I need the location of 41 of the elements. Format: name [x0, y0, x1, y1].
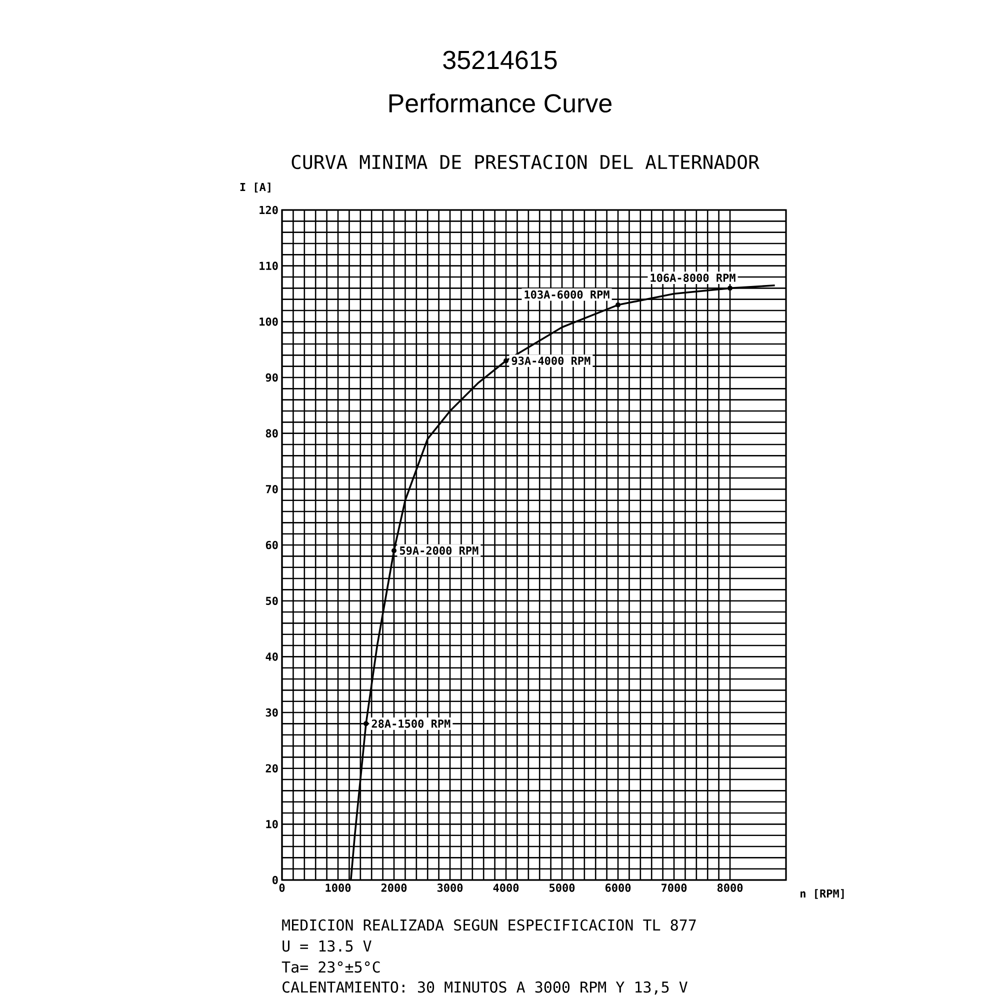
y-tick-label: 60 [266, 540, 278, 550]
annotation: 93A-4000 RPM [512, 356, 590, 365]
point [504, 358, 509, 364]
x-tick-label: 1000 [326, 884, 351, 892]
x-tick-label: 4000 [493, 884, 519, 892]
x-tick-label: 0 [279, 884, 285, 892]
y-tick-label: 50 [266, 596, 278, 605]
y-tick-label: 20 [266, 764, 278, 773]
x-tick-label: 5000 [550, 884, 575, 892]
point [616, 302, 621, 308]
annotation: 103A-6000 RPM [524, 290, 610, 299]
y-tick-label: 40 [266, 652, 278, 661]
y-tick-label: 120 [260, 206, 278, 214]
x-tick-label: 7000 [661, 884, 687, 892]
text: CURVA MINIMA DE PRESTACION DEL ALTERNADOR [292, 154, 760, 170]
y-tick-label: 70 [266, 485, 278, 494]
y-tick-label: 30 [266, 708, 278, 717]
annotation: 59A-2000 RPM [400, 546, 478, 555]
y-tick-label: 80 [266, 429, 278, 438]
text: MEDICION REALIZADA SEGUN ESPECIFICACION TL 877 [282, 919, 696, 931]
text: CALENTAMIENTO: 30 MINUTOS A 3000 RPM Y 13,5 V [282, 981, 688, 995]
x-tick-label: 3000 [437, 884, 463, 892]
chart-subtitle: Performance Curve [389, 93, 612, 113]
y-tick-label: 0 [272, 876, 278, 884]
y-axis-title: I [A] [240, 182, 270, 192]
y-tick-label: 10 [266, 820, 278, 828]
y-tick-label: 110 [260, 262, 278, 270]
chart-title: 35214615 [443, 50, 557, 70]
x-tick-label: 6000 [605, 884, 631, 892]
point [364, 721, 369, 726]
y-tick-label: 90 [266, 373, 278, 382]
annotation: 106A-8000 RPM [650, 274, 736, 282]
x-tick-label: 2000 [381, 884, 407, 892]
y-tick-label: 100 [260, 318, 278, 326]
text: Ta= 23°±5°C [282, 961, 380, 973]
text: U = 13.5 V [282, 940, 372, 952]
annotation: 28A-1500 RPM [372, 720, 450, 728]
point [728, 286, 733, 291]
x-tick-label: 8000 [717, 884, 743, 892]
x-axis-title: n [RPM] [800, 889, 844, 899]
point [392, 548, 397, 554]
